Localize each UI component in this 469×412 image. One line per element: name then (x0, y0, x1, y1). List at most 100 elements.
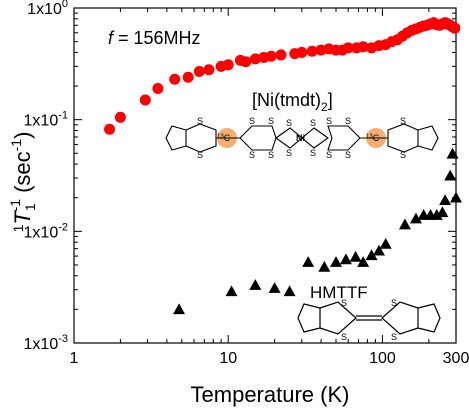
y-tick-label: 1x10-2 (24, 221, 68, 241)
frequency-symbol: f (108, 28, 115, 48)
y-tick-label-exp: -3 (58, 333, 68, 345)
data-point-circle (169, 73, 181, 85)
data-point-triangle (379, 238, 392, 249)
series-hmttf (173, 147, 462, 315)
data-point-triangle (409, 212, 422, 224)
data-point-triangle (398, 218, 411, 230)
series-ni-tmdt (104, 17, 461, 135)
hmttf-left-cyclopentane (297, 303, 321, 333)
c13-right-sup: 13 (366, 134, 373, 140)
hmttf-s-2: S (341, 332, 347, 342)
data-point-triangle (365, 249, 378, 261)
s-atom-7: S (286, 118, 292, 128)
data-point-triangle (349, 250, 362, 262)
data-point-triangle (450, 191, 462, 203)
y-axis-title-close: ) (10, 132, 35, 139)
s-atom-3: S (249, 116, 255, 126)
data-point-circle (357, 41, 369, 53)
s-atom-4: S (249, 150, 255, 160)
y-tick-label-exp: 0 (62, 0, 68, 10)
x-axis-title: Temperature (K) (191, 382, 350, 407)
series-label-hmttf: HMTTF (310, 283, 368, 302)
y-tick-label-exp: -1 (58, 110, 68, 122)
y-axis-title-prefix: 1 (10, 224, 26, 232)
right-central-ring (327, 125, 361, 151)
data-point-triangle (268, 282, 281, 293)
data-point-circle (203, 64, 215, 76)
right-dithiole-ring (387, 123, 419, 153)
s-atom-13: S (345, 116, 351, 126)
data-point-circle (104, 123, 116, 135)
data-point-triangle (357, 256, 370, 267)
series-label-ni-tmdt: [Ni(tmdt)2] (252, 90, 333, 114)
y-axis-title-sub: 1 (22, 203, 38, 211)
s-atom-12: S (326, 150, 332, 160)
ni-atom-label: Ni (296, 133, 305, 143)
data-point-circle (306, 45, 318, 57)
c13-right-c: C (373, 133, 380, 143)
s-atom-14: S (345, 150, 351, 160)
hmttf-s-1: S (341, 298, 347, 308)
y-tick-label-base: 1x10 (27, 1, 62, 18)
frequency-annotation: f = 156MHz (108, 28, 201, 48)
s-atom-11: S (326, 116, 332, 126)
data-point-triangle (249, 279, 262, 290)
ni-tmdt-molecule-drawing: Ni 13C 13C S S S S S S S S S S S S S S S… (165, 116, 439, 160)
s-atom-6: S (268, 150, 274, 160)
data-point-triangle (283, 285, 296, 297)
data-point-triangle (436, 206, 449, 218)
ni-coordination (275, 127, 329, 149)
y-axis-title: 1T1-1(sec-1) (7, 132, 38, 233)
series-label-ni-tmdt-sub: 2 (321, 100, 328, 114)
data-point-triangle (302, 256, 315, 267)
c13-left-label: 13C (217, 133, 231, 143)
data-point-circle (249, 53, 261, 65)
data-point-triangle (173, 303, 186, 315)
series-label-ni-tmdt-main: [Ni(tmdt) (252, 90, 321, 110)
left-dithiole-ring (185, 123, 217, 153)
hmttf-s-3: S (391, 298, 397, 308)
hmttf-s-4: S (391, 332, 397, 342)
y-tick-label-base: 1x10 (24, 113, 59, 130)
s-atom-8: S (286, 148, 292, 158)
series-layer (104, 17, 462, 315)
hmttf-right-cyclopentane (417, 303, 441, 333)
y-axis-title-sup: -1 (7, 199, 23, 212)
plot-frame (73, 7, 457, 344)
s-atom-15: S (400, 116, 406, 126)
y-tick-label-base: 1x10 (24, 336, 59, 353)
data-point-circle (152, 83, 164, 95)
x-tick-label: 300 (443, 350, 469, 367)
s-atom-1: S (197, 116, 203, 126)
data-point-triangle (372, 244, 385, 256)
data-point-triangle (330, 256, 343, 267)
y-tick-label-exp: -2 (58, 221, 68, 233)
data-point-triangle (439, 194, 452, 206)
s-atom-5: S (268, 116, 274, 126)
s-atom-10: S (310, 148, 316, 158)
data-point-triangle (446, 147, 459, 159)
data-point-triangle (444, 169, 457, 181)
x-tick-label: 10 (219, 350, 237, 367)
data-point-circle (114, 111, 126, 123)
x-tick-label: 1 (70, 350, 79, 367)
data-point-circle (449, 22, 461, 34)
c13-left-c: C (224, 133, 231, 143)
y-axis-title-unit: (sec (10, 151, 35, 193)
hmttf-left-dithiole (319, 301, 357, 335)
s-atom-9: S (310, 118, 316, 128)
left-central-ring (239, 125, 277, 151)
y-tick-label: 1x100 (27, 0, 68, 18)
data-point-circle (296, 46, 308, 58)
right-cyclopentane (417, 125, 439, 151)
hmttf-right-dithiole (381, 301, 419, 335)
data-point-circle (240, 56, 252, 68)
y-axis-title-symbol: T (10, 210, 35, 225)
data-point-circle (222, 59, 234, 71)
series-label-ni-tmdt-end: ] (328, 90, 333, 110)
data-point-circle (193, 65, 205, 77)
s-atom-2: S (197, 150, 203, 160)
y-tick-label-base: 1x10 (24, 224, 59, 241)
s-atom-16: S (400, 150, 406, 160)
